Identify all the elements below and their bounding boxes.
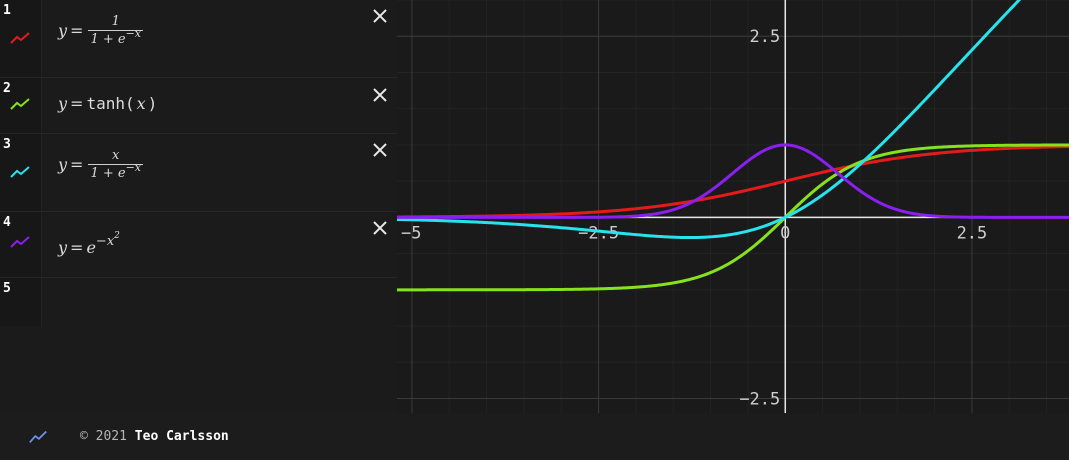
expression-row-5[interactable]: 5 xyxy=(0,278,397,326)
curve-swish xyxy=(397,0,1022,240)
function-argument: x xyxy=(136,94,146,113)
y-tick-label: −2.5 xyxy=(739,390,780,410)
denominator-base: 1 + e xyxy=(90,32,126,47)
expression-index: 5 xyxy=(3,281,11,296)
close-icon[interactable] xyxy=(372,8,388,24)
formula-equals: = xyxy=(70,238,84,257)
close-paren: ) xyxy=(147,94,158,113)
graph-line-icon[interactable] xyxy=(9,165,31,179)
denominator-exponent: −x xyxy=(125,161,141,174)
denominator-base: 1 + e xyxy=(90,166,126,181)
grid-minor xyxy=(397,0,1069,413)
logo-line xyxy=(29,430,47,444)
graph-svg[interactable]: −5 −2.5 0 2.5 2.5 −2.5 xyxy=(397,0,1069,413)
formula-lhs: y xyxy=(58,155,68,174)
formula-lhs: y xyxy=(58,21,68,40)
row-gutter: 5 xyxy=(0,278,42,326)
close-icon[interactable] xyxy=(372,220,388,236)
formula-lhs: y xyxy=(58,94,68,113)
expression-index: 2 xyxy=(3,81,11,96)
footer: © 2021 Teo Carlsson xyxy=(0,413,1069,460)
exponent-base: e xyxy=(86,238,96,257)
graph-line-icon[interactable] xyxy=(9,97,31,111)
fraction-bar xyxy=(88,164,143,165)
row-gutter: 2 xyxy=(0,78,42,133)
exponent-power: 2 xyxy=(114,230,120,241)
swatch-line xyxy=(10,166,30,178)
expression-index: 1 xyxy=(3,3,11,18)
curve-gaussian xyxy=(397,143,1069,219)
author-name[interactable]: Teo Carlsson xyxy=(134,429,229,444)
formula-gaussian[interactable]: y = e −x 2 xyxy=(58,231,120,258)
close-icon[interactable] xyxy=(372,87,388,103)
curve-sigmoid xyxy=(397,145,1069,219)
x-tick-label: 0 xyxy=(780,223,790,243)
x-tick-label: −5 xyxy=(401,223,421,243)
fraction: 1 1 + e−x xyxy=(88,14,143,47)
denominator-exponent: −x xyxy=(125,27,141,40)
graph-line-icon[interactable] xyxy=(9,235,31,249)
formula-sigmoid[interactable]: y = 1 1 + e−x xyxy=(58,14,143,47)
numerator: 1 xyxy=(111,14,120,29)
expression-row-1[interactable]: 1 y = 1 1 + e−x xyxy=(0,0,397,78)
axes xyxy=(397,0,1069,413)
formula-equals: = xyxy=(70,21,84,40)
graph-line-icon[interactable] xyxy=(9,31,31,45)
fraction-bar xyxy=(88,30,143,31)
denominator: 1 + e−x xyxy=(88,27,143,47)
exponent: −x xyxy=(95,234,115,249)
expression-list: 1 y = 1 1 + e−x 2 y = tan xyxy=(0,0,397,413)
row-gutter: 1 xyxy=(0,0,42,77)
row-gutter: 4 xyxy=(0,212,42,277)
copyright-year: © 2021 xyxy=(80,429,127,444)
y-tick-label: 2.5 xyxy=(750,27,781,47)
denominator: 1 + e−x xyxy=(88,161,143,181)
open-paren: ( xyxy=(124,94,135,113)
expression-row-3[interactable]: 3 y = x 1 + e−x xyxy=(0,134,397,212)
copyright-text: © 2021 Teo Carlsson xyxy=(80,429,229,444)
formula-swish[interactable]: y = x 1 + e−x xyxy=(58,148,143,181)
formula-tanh[interactable]: y = tanh ( x ) xyxy=(58,94,157,113)
fraction: x 1 + e−x xyxy=(88,148,143,181)
expression-row-2[interactable]: 2 y = tanh ( x ) xyxy=(0,78,397,134)
formula-equals: = xyxy=(70,155,84,174)
expression-row-4[interactable]: 4 y = e −x 2 xyxy=(0,212,397,278)
row-gutter: 3 xyxy=(0,134,42,211)
grid-major xyxy=(397,0,1069,413)
expression-index: 4 xyxy=(3,215,11,230)
swatch-line xyxy=(10,32,30,44)
x-tick-label: 2.5 xyxy=(957,223,988,243)
x-tick-label: −2.5 xyxy=(578,223,619,243)
formula-equals: = xyxy=(70,94,84,113)
swatch-line xyxy=(10,236,30,248)
formula-lhs: y xyxy=(58,238,68,257)
curves xyxy=(397,0,1069,292)
close-icon[interactable] xyxy=(372,142,388,158)
graph-canvas[interactable]: −5 −2.5 0 2.5 2.5 −2.5 xyxy=(397,0,1069,413)
numerator: x xyxy=(112,148,120,163)
tick-labels: −5 −2.5 0 2.5 2.5 −2.5 xyxy=(401,27,987,409)
function-name: tanh xyxy=(86,94,125,113)
graph-line-icon[interactable] xyxy=(28,429,48,445)
curve-tanh xyxy=(397,143,1069,292)
swatch-line xyxy=(10,98,30,110)
expression-index: 3 xyxy=(3,137,11,152)
